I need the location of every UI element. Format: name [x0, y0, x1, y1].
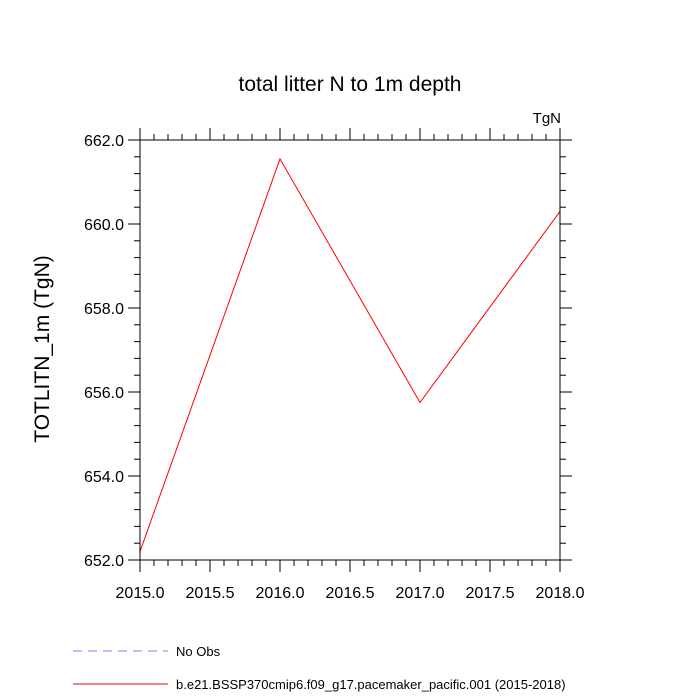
y-axis-label: TOTLITN_1m (TgN) [31, 255, 54, 442]
y-tick-label: 654.0 [84, 469, 124, 486]
series-line [139, 157, 561, 552]
axis-ticks [128, 128, 572, 572]
series-lines [139, 157, 561, 553]
y-tick-label: 658.0 [84, 301, 124, 318]
x-tick-label: 2015.0 [116, 585, 165, 602]
legend-label: No Obs [176, 644, 221, 659]
x-tick-label: 2015.5 [186, 585, 235, 602]
x-tick-label: 2016.5 [326, 585, 375, 602]
legend-label: b.e21.BSSP370cmip6.f09_g17.pacemaker_pac… [176, 677, 566, 692]
plot-frame [139, 139, 561, 561]
units-label: TgN [533, 110, 561, 127]
x-tick-label: 2017.0 [396, 585, 445, 602]
x-tick-label: 2018.0 [536, 585, 585, 602]
x-tick-label: 2017.5 [466, 585, 515, 602]
legend: No Obs b.e21.BSSP370cmip6.f09_g17.pacemak… [73, 644, 566, 692]
y-tick-label: 662.0 [84, 133, 124, 150]
data-point [419, 401, 421, 404]
y-tick-label: 656.0 [84, 385, 124, 402]
x-tick-label: 2016.0 [256, 585, 305, 602]
y-tick-label: 652.0 [84, 553, 124, 570]
y-tick-label: 660.0 [84, 217, 124, 234]
data-point [279, 158, 281, 160]
tick-labels: 2015.0 2015.5 2016.0 2016.5 2017.0 2017.5 2018… [84, 133, 585, 602]
chart-title: total litter N to 1m depth [239, 73, 462, 96]
